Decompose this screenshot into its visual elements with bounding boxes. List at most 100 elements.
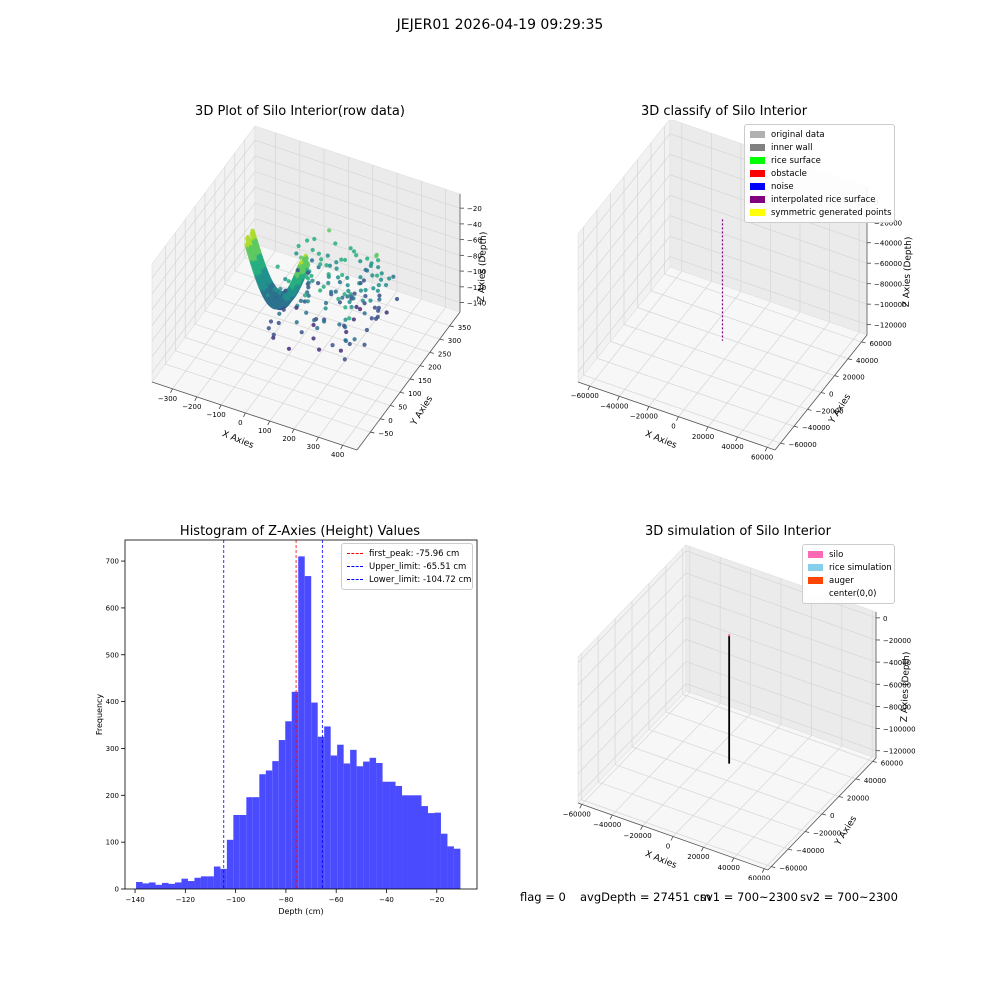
p1-z-tick-label: −140 [467, 300, 486, 308]
p1-y-grid [195, 323, 401, 393]
p1-point [361, 278, 366, 283]
legend-swatch [808, 564, 823, 571]
p4-z-tick-label: −40000 [883, 659, 911, 667]
p2-y-tick-label: 40000 [856, 357, 878, 365]
p2-y-grid [650, 290, 849, 360]
p1-point [358, 275, 363, 280]
p1-point [351, 249, 357, 254]
p1-point [345, 275, 350, 281]
histogram-bar [382, 781, 390, 889]
p1-point [316, 251, 322, 256]
p1-point [283, 276, 288, 282]
p1-point [305, 262, 311, 267]
p1-point [318, 288, 323, 293]
p4-x-axis-line [577, 802, 769, 871]
legend-label: center(0,0) [829, 588, 877, 599]
legend-label: Lower_limit: -104.72 cm [369, 574, 472, 585]
p1-point [277, 311, 282, 316]
histogram-bar [181, 878, 188, 889]
p1-point-cloud [244, 228, 400, 362]
p1-point [265, 293, 270, 298]
p1-y-tick [370, 431, 375, 434]
histogram-x-tick-label: −20 [429, 896, 444, 904]
histogram-y-tick-label: 100 [106, 839, 119, 847]
p2-z-grid [577, 235, 868, 352]
legend-entry: center(0,0) [808, 587, 889, 600]
p1-point [299, 260, 304, 265]
p4-y-grid [614, 764, 806, 832]
p2-x-tick [676, 416, 679, 421]
p1-y-grid [214, 297, 421, 366]
p1-point [275, 264, 280, 269]
p2-z-grid [577, 194, 868, 311]
p1-point [368, 298, 373, 303]
histogram-bar [453, 848, 461, 889]
p1-point [333, 241, 338, 246]
p1-y-axis-label: Y Axies [409, 394, 435, 428]
p1-point [283, 288, 288, 293]
p1-point [271, 332, 276, 337]
histogram-bar [330, 755, 338, 889]
p4-x-axis-label: X Axies [643, 849, 678, 871]
p1-point [306, 285, 311, 290]
legend-entry: noise [750, 180, 889, 193]
p1-point [374, 273, 380, 278]
histogram-bar [317, 736, 325, 889]
p1-x-tick-label: −100 [206, 411, 225, 419]
p2-z-grid [577, 215, 868, 331]
p1-point [286, 296, 292, 301]
histogram-bar [343, 763, 351, 889]
p4-y-axis-line [767, 757, 877, 871]
p1-point [306, 293, 311, 298]
legend-entry: rice simulation [808, 561, 892, 574]
p1-point [387, 276, 392, 281]
histogram-bar [408, 795, 415, 889]
p1-point [345, 283, 350, 288]
p2-x-axis-line [577, 381, 776, 451]
p1-point [323, 306, 328, 311]
histogram-y-tick-label: 500 [106, 651, 119, 659]
p1-point [305, 270, 311, 276]
p4-y-tick [788, 848, 793, 851]
p4-y-tick [821, 813, 827, 816]
classify-legend: original data inner wall rice surface obsta… [744, 124, 895, 223]
legend-label: first_peak: -75.96 cm [369, 548, 460, 559]
legend-swatch [808, 590, 823, 597]
p1-point [357, 307, 363, 312]
p1-point [384, 310, 389, 315]
p4-z-grid [577, 683, 877, 796]
p1-point [301, 268, 306, 273]
p1-point [340, 272, 345, 278]
p1-point [334, 260, 339, 265]
p4-x-tick-label: −20000 [624, 832, 652, 840]
legend-swatch [750, 183, 765, 190]
p1-y-grid [204, 310, 411, 380]
p4-y-grid [631, 746, 823, 815]
p4-y-tick [838, 796, 844, 798]
p2-y-grid [596, 357, 795, 427]
p4-x-tick-label: −60000 [563, 810, 591, 818]
p1-point [294, 320, 299, 325]
p1-point [375, 258, 381, 263]
legend-entry: silo [808, 548, 889, 561]
p1-y-grid [175, 350, 381, 420]
p1-point [369, 316, 374, 321]
p1-y-tick-label: 50 [398, 403, 407, 411]
p1-point [354, 253, 359, 258]
status-sv2: sv2 = 700~2300 [800, 890, 898, 904]
legend-entry: first_peak: -75.96 cm [347, 547, 467, 560]
p4-x-tick [579, 804, 583, 809]
p2-z-grid [577, 256, 868, 372]
p2-y-tick [820, 392, 826, 394]
p1-point [276, 320, 281, 326]
p1-point [343, 338, 348, 343]
histogram-bar [252, 797, 260, 889]
p1-point [362, 311, 367, 316]
p1-point [394, 296, 400, 302]
p1-point [328, 289, 334, 294]
p1-y-tick [390, 405, 395, 407]
p4-z-grid [577, 661, 877, 774]
p4-z-tick-label: −20000 [883, 637, 911, 645]
histogram-bar [337, 744, 344, 889]
p1-x-tick-label: −200 [182, 403, 201, 411]
